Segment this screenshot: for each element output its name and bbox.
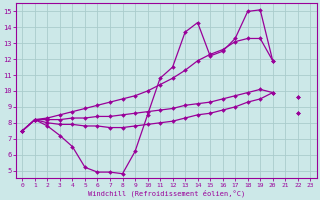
X-axis label: Windchill (Refroidissement éolien,°C): Windchill (Refroidissement éolien,°C) xyxy=(88,189,245,197)
